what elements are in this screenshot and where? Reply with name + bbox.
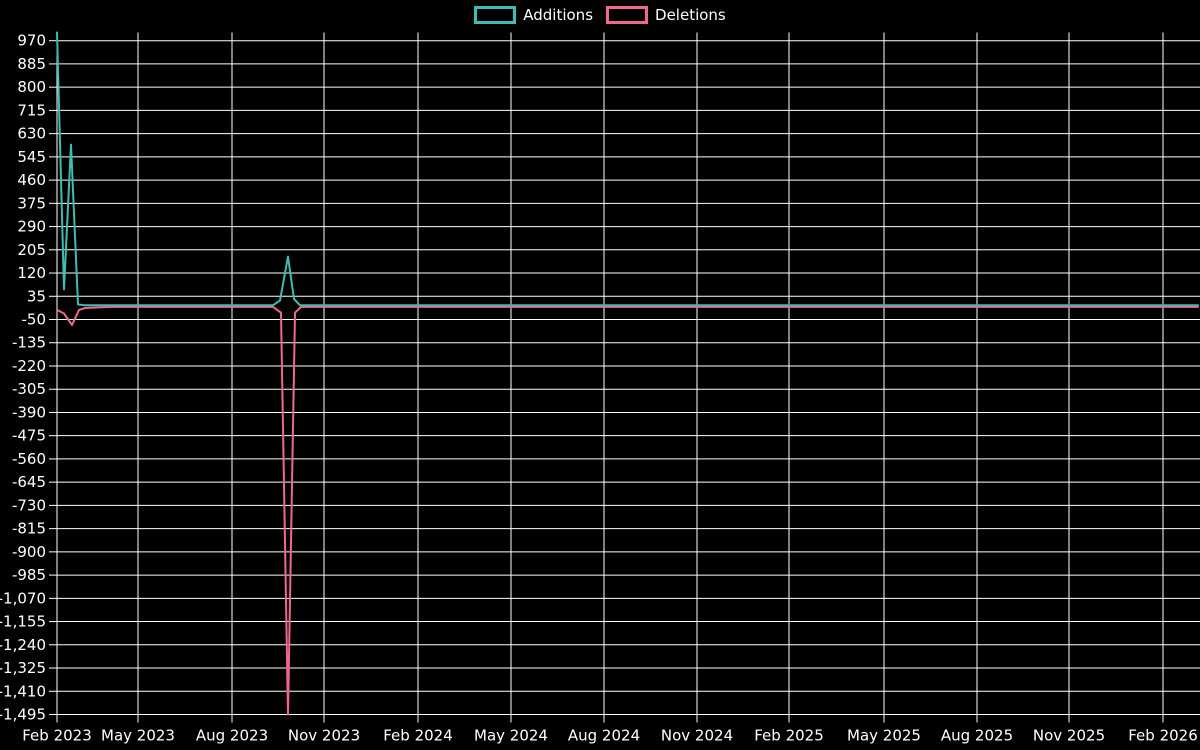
y-axis-tick-label: -135 xyxy=(12,334,46,352)
x-axis-labels: Feb 2023 May 2023 Aug 2023 Nov 2023 Feb 2024… xyxy=(22,727,1198,745)
x-axis-tick-label: May 2023 xyxy=(101,727,175,745)
y-axis-tick-label: 290 xyxy=(17,218,46,236)
y-axis-tick-label: -1,410 xyxy=(0,682,46,700)
additions-swatch xyxy=(474,6,517,24)
x-axis-tick-label: Aug 2025 xyxy=(941,727,1013,745)
y-axis-tick-label: -815 xyxy=(12,520,46,538)
x-axis-tick-label: Nov 2024 xyxy=(661,727,733,745)
tick-marks xyxy=(49,40,1164,723)
y-axis-tick-label: -475 xyxy=(12,427,46,445)
x-axis-tick-label: May 2024 xyxy=(474,727,548,745)
x-axis-tick-label: Nov 2025 xyxy=(1033,727,1105,745)
y-axis-tick-label: 120 xyxy=(17,264,46,282)
y-axis-tick-label: 970 xyxy=(17,32,46,50)
y-axis-tick-label: 715 xyxy=(17,101,46,119)
y-axis-tick-label: -1,325 xyxy=(0,659,46,677)
deletions-swatch xyxy=(606,6,649,24)
vertical-gridlines xyxy=(56,32,1164,715)
x-axis-tick-label: Feb 2026 xyxy=(1128,727,1198,745)
y-axis-tick-label: -645 xyxy=(12,473,46,491)
y-axis-tick-label: -730 xyxy=(12,496,46,514)
legend-label-additions: Additions xyxy=(523,6,594,24)
y-axis-tick-label: -1,155 xyxy=(0,613,46,631)
legend-item-deletions[interactable]: Deletions xyxy=(606,6,726,24)
x-axis-tick-label: Feb 2024 xyxy=(383,727,453,745)
y-axis-tick-label: 545 xyxy=(17,148,46,166)
y-axis-tick-label: -1,070 xyxy=(0,589,46,607)
y-axis-labels: 970 885 800 715 630 545 460 375 290 205 120 35 -50 -1… xyxy=(0,32,46,724)
y-axis-tick-label: -50 xyxy=(22,311,47,329)
x-axis-tick-label: Feb 2023 xyxy=(22,727,92,745)
y-axis-tick-label: -985 xyxy=(12,566,46,584)
y-axis-tick-label: -305 xyxy=(12,380,46,398)
y-axis-tick-label: -1,495 xyxy=(0,706,46,724)
y-axis-tick-label: -1,240 xyxy=(0,636,46,654)
data-series xyxy=(56,31,1199,716)
horizontal-gridlines xyxy=(57,40,1200,715)
x-axis-tick-label: Aug 2023 xyxy=(196,727,268,745)
chart-legend: Additions Deletions xyxy=(0,6,1200,24)
y-axis-tick-label: 800 xyxy=(17,78,46,96)
y-axis-tick-label: -220 xyxy=(12,357,46,375)
legend-label-deletions: Deletions xyxy=(655,6,726,24)
y-axis-tick-label: 35 xyxy=(27,287,46,305)
additions-line xyxy=(56,31,1199,307)
x-axis-tick-label: Feb 2025 xyxy=(754,727,824,745)
y-axis-tick-label: -560 xyxy=(12,450,46,468)
y-axis-tick-label: 205 xyxy=(17,241,46,259)
y-axis-tick-label: 460 xyxy=(17,171,46,189)
y-axis-tick-label: 630 xyxy=(17,125,46,143)
deletions-line xyxy=(56,305,1199,716)
y-axis-tick-label: -900 xyxy=(12,543,46,561)
x-axis-tick-label: Aug 2024 xyxy=(568,727,640,745)
x-axis-tick-label: Nov 2023 xyxy=(288,727,360,745)
y-axis-tick-label: 885 xyxy=(17,55,46,73)
legend-item-additions[interactable]: Additions xyxy=(474,6,593,24)
y-axis-tick-label: 375 xyxy=(17,194,46,212)
axes xyxy=(56,32,1200,715)
y-axis-tick-label: -390 xyxy=(12,403,46,421)
x-axis-tick-label: May 2025 xyxy=(847,727,921,745)
